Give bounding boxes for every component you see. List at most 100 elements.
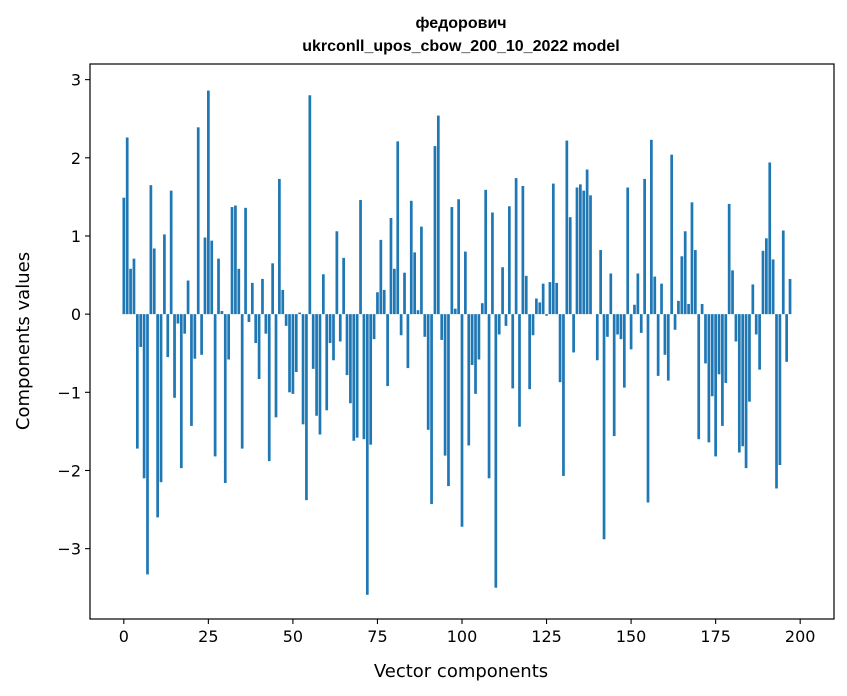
bar	[670, 154, 674, 315]
bar	[362, 314, 366, 440]
bar	[524, 275, 528, 315]
bar	[359, 200, 362, 315]
bar	[352, 314, 356, 441]
y-tick-label: 1	[71, 227, 81, 246]
plot-frame	[89, 63, 835, 620]
bar	[602, 314, 606, 540]
bar	[179, 314, 183, 469]
x-tick-label: 50	[283, 627, 303, 646]
bar	[497, 314, 501, 335]
bar	[629, 314, 633, 350]
y-tick-label: 0	[71, 305, 81, 324]
bar	[393, 268, 396, 315]
bar	[433, 146, 437, 315]
bar	[616, 314, 619, 335]
bar	[321, 274, 325, 315]
bar	[335, 231, 339, 315]
bar	[562, 314, 565, 476]
bar	[369, 314, 373, 445]
bar	[734, 314, 738, 342]
x-tick-label: 25	[198, 627, 218, 646]
bar	[528, 314, 531, 390]
bar	[545, 314, 548, 316]
bar	[142, 314, 146, 479]
bar	[318, 314, 322, 435]
bar	[244, 207, 247, 315]
bar	[504, 314, 508, 326]
bar	[453, 308, 457, 315]
bar	[355, 314, 359, 438]
bar	[247, 314, 251, 322]
bar	[737, 314, 741, 453]
x-tick-label: 100	[447, 627, 478, 646]
bar	[257, 314, 261, 380]
bar	[382, 289, 386, 315]
bar	[754, 314, 758, 335]
bar	[622, 314, 626, 388]
y-tick-label: 2	[71, 149, 81, 168]
bar	[626, 187, 630, 315]
bar	[771, 259, 775, 315]
bar	[606, 314, 609, 337]
bar	[470, 314, 474, 365]
y-tick-label: −3	[57, 540, 81, 559]
bar	[555, 282, 559, 315]
y-tick-label: −2	[57, 461, 81, 480]
bar	[376, 292, 379, 315]
bar	[122, 197, 126, 315]
bar	[271, 263, 274, 315]
bar	[687, 303, 690, 315]
bar	[416, 310, 420, 315]
bar	[132, 258, 136, 315]
bar	[250, 282, 254, 315]
x-tick-label: 150	[616, 627, 647, 646]
bar	[210, 240, 214, 315]
bar	[673, 314, 677, 330]
bar	[129, 268, 132, 315]
bar	[761, 250, 765, 315]
bar	[599, 250, 603, 315]
bar	[765, 238, 768, 315]
bar	[450, 207, 454, 315]
bar	[731, 270, 734, 315]
bar	[220, 311, 224, 315]
bar	[403, 272, 406, 315]
bar	[572, 314, 575, 353]
bar	[342, 257, 345, 315]
bar	[744, 314, 748, 469]
bar	[643, 178, 646, 315]
bar	[440, 314, 444, 340]
bar	[741, 314, 745, 447]
bar	[193, 314, 197, 359]
bar	[308, 95, 312, 315]
bar	[612, 314, 616, 437]
bar	[579, 184, 582, 315]
bar	[788, 278, 792, 315]
bar	[186, 280, 190, 315]
bar	[551, 183, 555, 315]
bar	[213, 314, 217, 457]
bar	[697, 314, 701, 440]
bar	[169, 190, 173, 315]
bar	[200, 314, 203, 355]
bar	[139, 314, 143, 347]
bar	[223, 314, 227, 483]
bar	[254, 314, 258, 344]
bar	[775, 314, 778, 489]
bar	[274, 314, 278, 418]
bar	[457, 199, 460, 315]
bar	[379, 239, 383, 315]
bar	[345, 314, 349, 376]
bar	[291, 314, 295, 394]
bar	[464, 251, 467, 315]
bar	[409, 200, 413, 315]
bar	[332, 314, 335, 361]
bar	[521, 185, 525, 315]
bar	[338, 314, 342, 342]
bar	[727, 203, 731, 315]
bar	[125, 137, 129, 315]
bar	[146, 314, 149, 575]
bar	[710, 314, 714, 397]
x-tick-label: 175	[700, 627, 731, 646]
bar	[619, 314, 623, 340]
